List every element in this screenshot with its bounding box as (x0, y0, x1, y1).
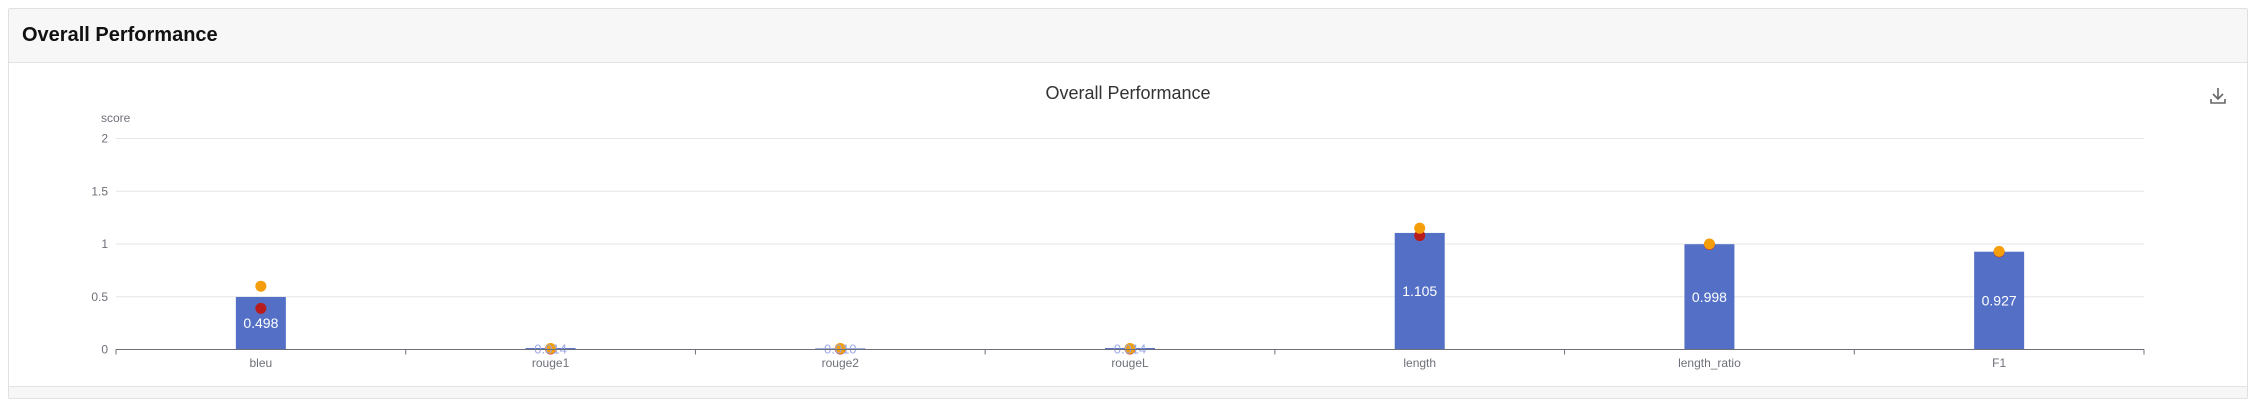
x-tick-label: F1 (1992, 356, 2006, 370)
bar-value-label: 0.498 (243, 315, 278, 331)
y-tick-label: 1.5 (91, 184, 108, 198)
x-tick-label: rougeL (1111, 356, 1149, 370)
grid-lines (116, 138, 2144, 298)
y-tick-label: 0.5 (91, 290, 108, 304)
upper-marker-rouge1[interactable] (545, 342, 557, 354)
overall-performance-panel: Overall Performance (8, 8, 2248, 399)
y-axis-name: score (101, 111, 131, 125)
panel-title: Overall Performance (22, 24, 218, 46)
upper-marker-bleu[interactable] (255, 280, 267, 292)
lower-marker-bleu[interactable] (255, 302, 267, 314)
upper-marker-rouge2[interactable] (834, 342, 846, 354)
download-icon (2210, 88, 2226, 104)
y-tick-label: 0 (101, 343, 108, 357)
panel-header: Overall Performance (9, 9, 2247, 63)
download-button[interactable] (2206, 84, 2230, 108)
x-tick-label: bleu (250, 356, 273, 370)
bar-value-label: 0.927 (1982, 293, 2017, 309)
bar-F1[interactable] (1974, 251, 2025, 350)
bar-value-label: 1.105 (1402, 283, 1437, 299)
upper-marker-length_ratio[interactable] (1703, 238, 1715, 250)
x-axis-ticks: bleu rouge1 rouge2 rougeL length length_ratio… (115, 349, 2145, 370)
upper-marker-length[interactable] (1414, 222, 1426, 234)
y-tick-label: 2 (101, 132, 108, 146)
y-tick-label: 1 (101, 237, 108, 251)
upper-marker-F1[interactable] (1993, 245, 2005, 257)
bar-length[interactable] (1394, 232, 1445, 350)
x-tick-label: rouge2 (822, 356, 860, 370)
panel-footer (9, 386, 2247, 398)
chart-title: Overall Performance (1045, 83, 1210, 103)
x-tick-label: length (1403, 356, 1436, 370)
bar-value-label: 0.998 (1692, 289, 1727, 305)
bar-length_ratio[interactable] (1684, 244, 1735, 350)
upper-marker-rougeL[interactable] (1124, 342, 1136, 354)
x-tick-label: rouge1 (532, 356, 570, 370)
x-tick-label: length_ratio (1678, 356, 1741, 370)
y-axis-ticks: 0 0.5 1 1.5 2 (91, 132, 108, 357)
